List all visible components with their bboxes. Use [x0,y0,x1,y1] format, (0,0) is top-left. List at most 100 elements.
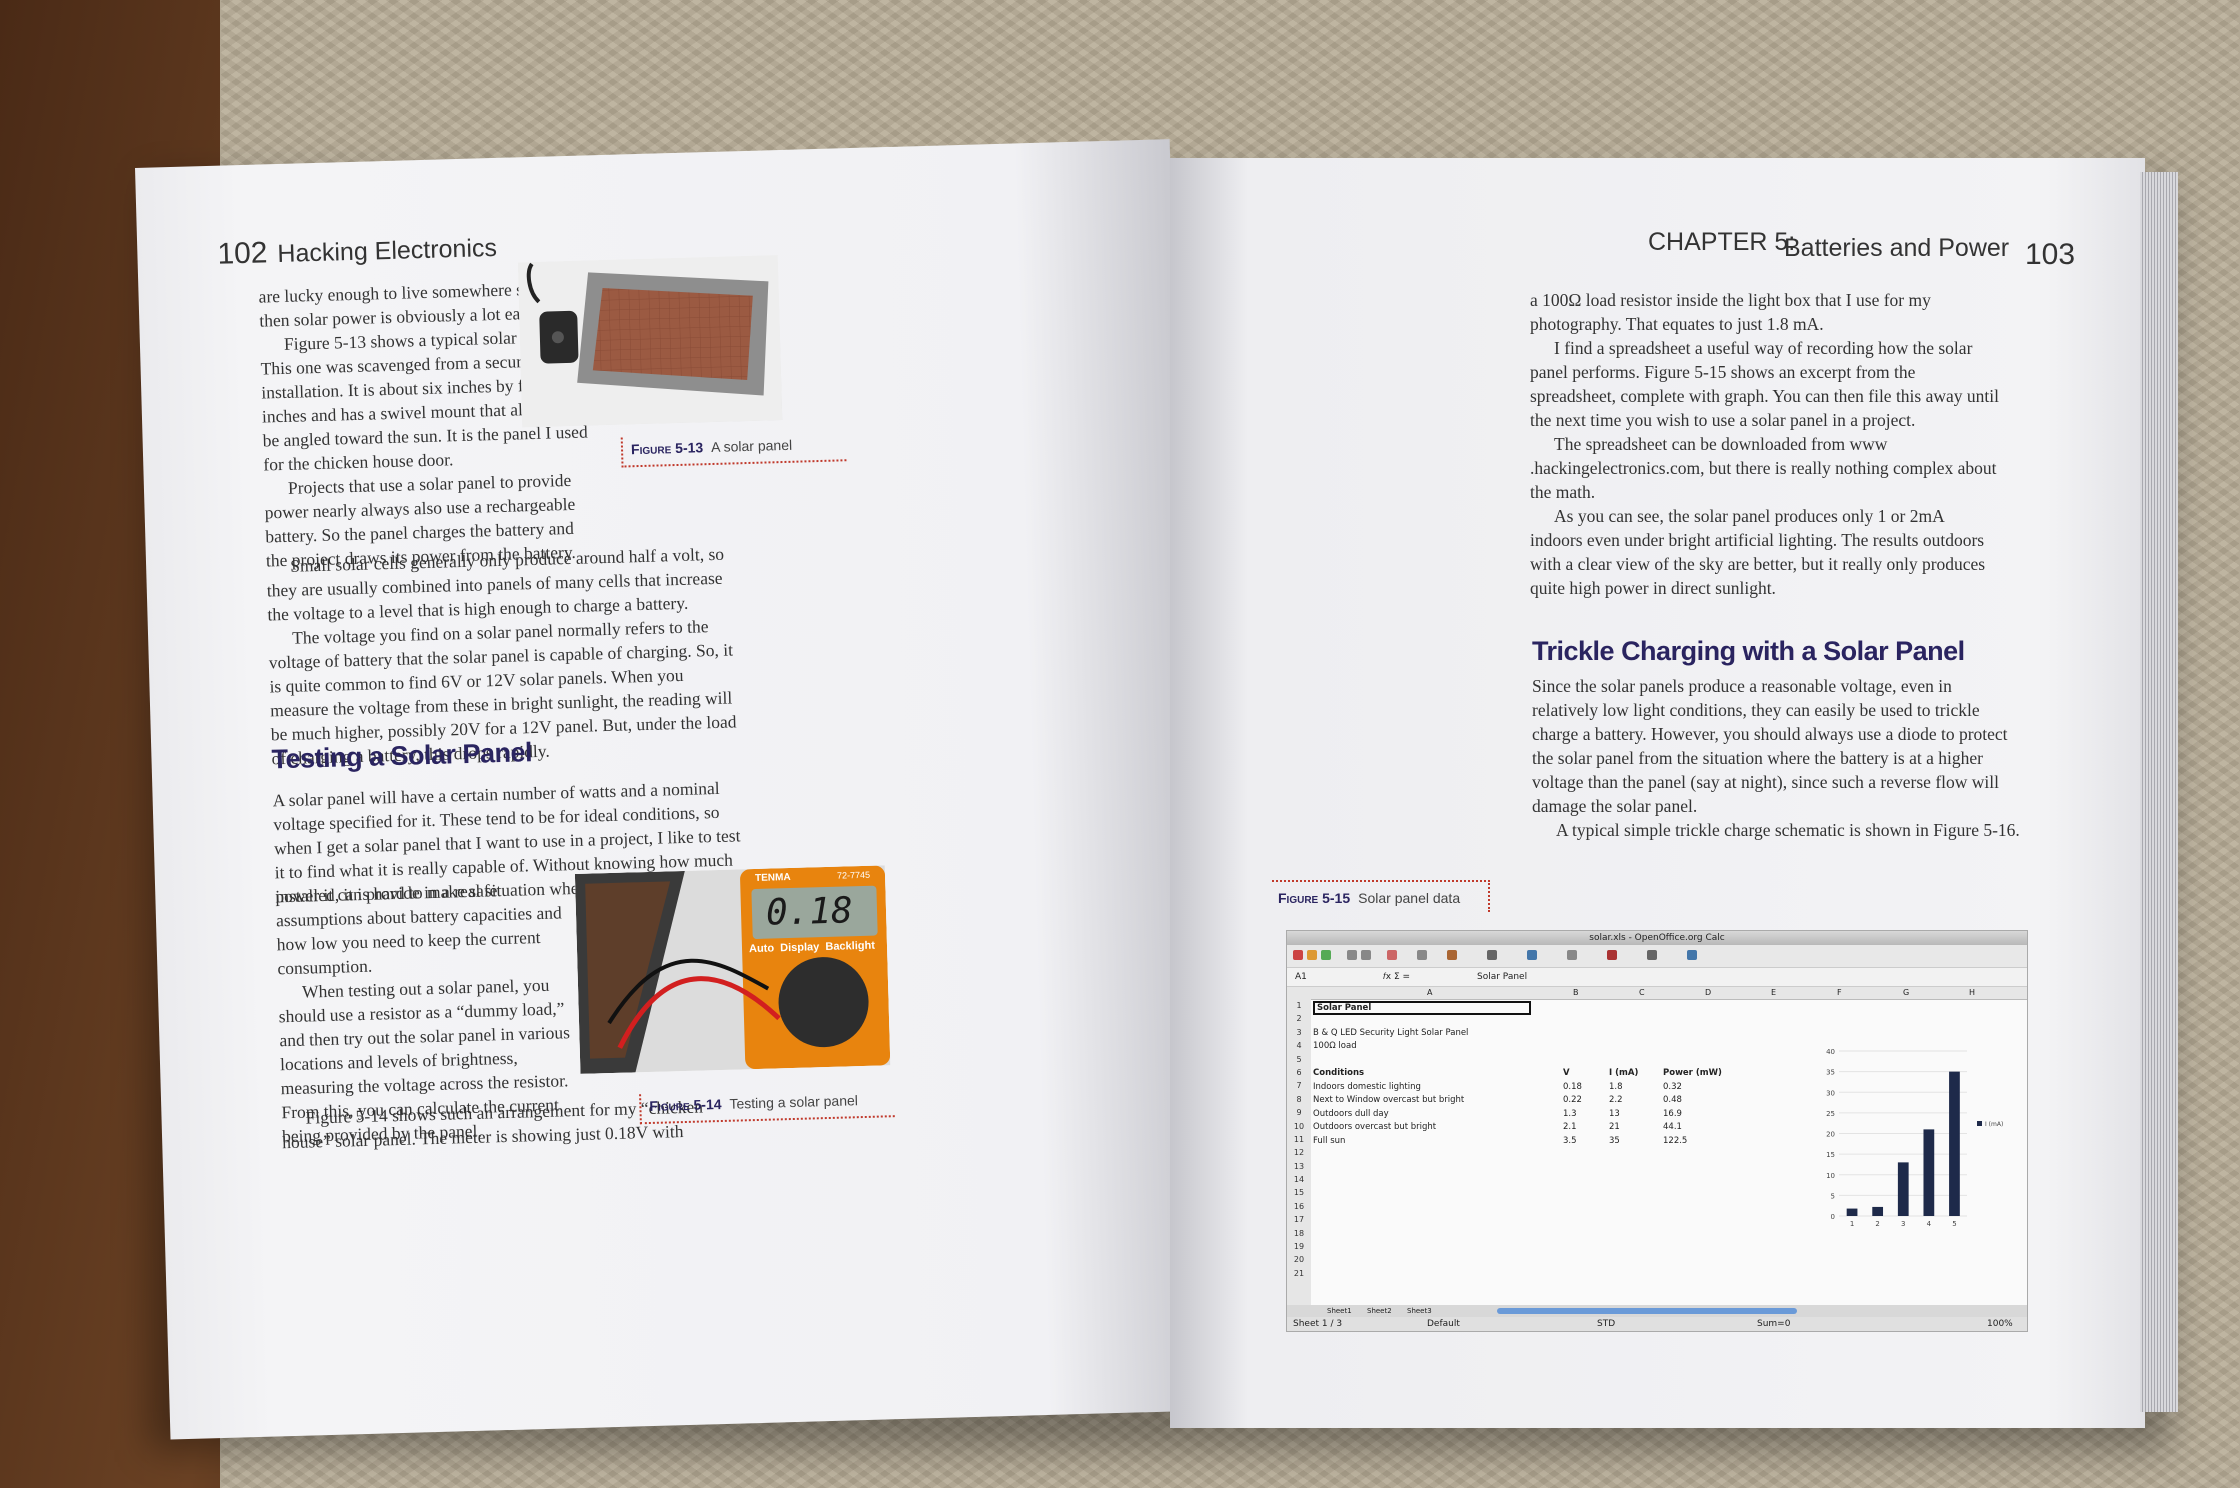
subtitle-cell: B & Q LED Security Light Solar Panel [1313,1028,1469,1038]
meter-model: 72-7745 [836,869,871,881]
paragraph: a 100Ω load resistor inside the light bo… [1530,290,1931,334]
table-cell: 13 [1609,1108,1620,1119]
paragraph: I find a spreadsheet a useful way of rec… [1530,338,1999,430]
left-running-head: Hacking Electronics [277,233,498,269]
status-zoom: 100% [1987,1319,2013,1329]
y-tick-label: 10 [1826,1172,1835,1180]
table-cell: 21 [1609,1122,1620,1133]
x-tick-label: 1 [1850,1220,1854,1228]
row-number: 8 [1296,1094,1302,1104]
table-cell: Next to Window overcast but bright [1313,1095,1465,1106]
status-sheet: Sheet 1 / 3 [1293,1319,1343,1329]
horizontal-scrollbar[interactable] [1497,1308,1797,1314]
bar [1846,1208,1858,1216]
figure-label: Figure 5-13 [630,439,704,458]
row-number: 5 [1296,1054,1302,1064]
row-number: 7 [1296,1081,1302,1091]
figure-caption-text: A solar panel [710,436,793,456]
figure-13-caption: Figure 5-13 A solar panel [620,431,847,468]
right-text-column: a 100Ω load resistor inside the light bo… [1530,288,2000,600]
y-tick-label: 25 [1826,1110,1835,1118]
multimeter-photo: TENMA 72-7745 0.18 Auto Display Backligh… [574,865,891,1074]
y-tick-label: 20 [1826,1131,1835,1139]
table-cell: Outdoors dull day [1313,1108,1389,1119]
subtitle-cell: 100Ω load [1313,1041,1357,1051]
y-tick-label: 15 [1826,1151,1835,1159]
table-cell: 0.32 [1663,1082,1682,1092]
formula-input: Solar Panel [1477,972,1528,982]
meter-brand: TENMA [754,871,791,884]
row-number: 2 [1296,1014,1302,1024]
formula-bar: A1 𝑓x Σ = Solar Panel [1287,968,2027,987]
y-tick-label: 35 [1826,1069,1835,1077]
x-tick-label: 3 [1901,1220,1905,1228]
bar [1872,1206,1884,1216]
spreadsheet-screenshot: solar.xls - OpenOffice.org Calc A1 𝑓x Σ … [1286,930,2028,1332]
row-number: 21 [1293,1268,1305,1278]
bar-chart: 0 5 10 15 20 25 30 35 40 1 2 3 4 5 I (mA) [1826,1048,2003,1228]
row-number: 14 [1293,1175,1305,1185]
figure-caption-text: Testing a solar panel [729,1092,859,1112]
table-cell: 16.9 [1663,1108,1682,1119]
left-page-number: 102 [216,236,268,271]
column-header: D [1705,988,1712,997]
column-header: G [1903,988,1910,997]
row-headers: 1 2 3 4 5 6 7 8 9 10 11 12 13 14 15 16 17 18 19 20 21 [1287,999,1311,1309]
figure-label: Figure 5-15 [1278,890,1351,906]
row-number: 20 [1293,1255,1305,1265]
bar [1897,1162,1909,1216]
left-text-column-wide: Small solar cells generally only produce… [266,541,742,770]
row-number: 17 [1293,1215,1305,1225]
figure-caption-text: Solar panel data [1358,890,1461,906]
row-number: 18 [1293,1228,1305,1238]
table-cell: 0.18 [1563,1082,1582,1092]
sheet-tab[interactable]: Sheet1 [1327,1307,1352,1315]
legend-swatch [1977,1121,1982,1126]
paragraph: The spreadsheet can be downloaded from w… [1530,434,1997,502]
x-tick-label: 5 [1952,1220,1956,1228]
status-bar: Sheet 1 / 3 Default STD Sum=0 100% [1287,1317,2027,1331]
name-box: A1 [1295,972,1307,982]
column-header: C [1639,988,1645,997]
spreadsheet-window-title: solar.xls - OpenOffice.org Calc [1287,931,2027,945]
y-tick-label: 30 [1826,1089,1835,1097]
table-cell: 0.48 [1663,1095,1682,1106]
column-header: B [1573,988,1579,997]
sheet-tab[interactable]: Sheet3 [1407,1307,1432,1315]
column-header: E [1771,988,1777,997]
table-cell: 1.8 [1609,1082,1623,1092]
right-page-number: 103 [2025,238,2076,271]
left-page: 102 Hacking Electronics are lucky enough… [135,139,1206,1440]
header-cell: I (mA) [1609,1068,1639,1078]
status-sum: Sum=0 [1757,1319,1791,1329]
table-cell: 35 [1609,1135,1620,1146]
header-cell: Power (mW) [1663,1068,1722,1078]
figure-15-caption: Figure 5-15 Solar panel data [1272,880,1490,912]
figure-14-caption: Figure 5-14 Testing a solar panel [639,1087,895,1125]
y-tick-label: 0 [1831,1213,1835,1221]
page-edges [2140,172,2178,1412]
paragraph: installed, it is hard to make safe assum… [275,880,562,979]
paragraph: Since the solar panels produce a reasona… [1532,676,2008,816]
paragraph: A typical simple trickle charge schemati… [1556,820,2020,840]
paragraph: As you can see, the solar panel produces… [1530,506,1986,598]
table-cell: Indoors domestic lighting [1313,1082,1421,1092]
section-heading-trickle: Trickle Charging with a Solar Panel [1532,636,1965,666]
row-number: 6 [1296,1067,1302,1077]
title-cell: Solar Panel [1313,1001,1531,1015]
row-number: 1 [1296,1001,1302,1010]
column-headers: A B C D E F G H [1287,987,2027,1000]
paragraph: Small solar cells generally only produce… [266,543,725,625]
spreadsheet-toolbar [1287,945,2027,968]
row-number: 9 [1296,1108,1302,1118]
sheet-tab[interactable]: Sheet2 [1367,1307,1392,1315]
row-number: 19 [1293,1242,1305,1252]
row-number: 4 [1296,1041,1302,1051]
status-style: Default [1427,1319,1460,1329]
column-header: F [1837,988,1842,997]
chapter-label: CHAPTER 5: [1648,228,1796,256]
table-cell: 1.3 [1563,1108,1577,1119]
table-cell: Outdoors overcast but bright [1313,1122,1437,1133]
row-number: 3 [1296,1027,1302,1037]
column-header: H [1969,988,1976,997]
